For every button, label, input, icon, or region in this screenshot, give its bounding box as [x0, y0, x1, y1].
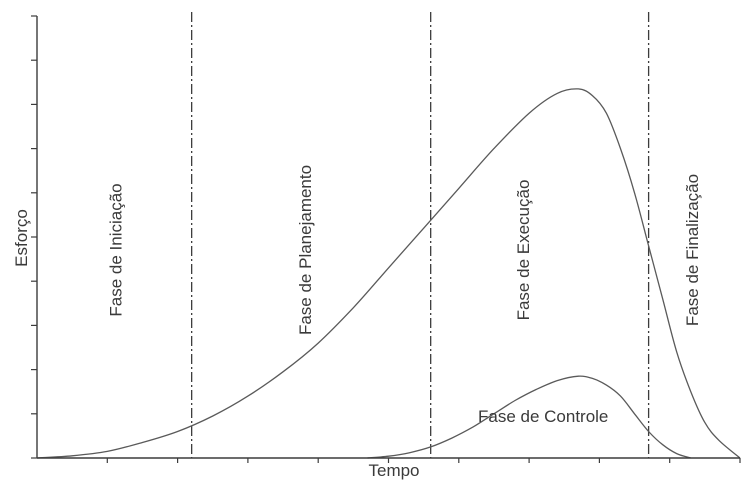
- series-label-controle: Fase de Controle: [478, 407, 608, 426]
- y-axis-label: Esforço: [12, 209, 31, 267]
- phase-label: Fase de Execução: [514, 180, 533, 321]
- effort-curve: [37, 89, 740, 458]
- curves-group: [37, 89, 740, 458]
- x-axis-ticks: [107, 458, 740, 463]
- phase-label: Fase de Finalização: [683, 174, 702, 326]
- x-axis-label: Tempo: [368, 461, 419, 480]
- axes-group: [37, 16, 740, 458]
- phase-label: Fase de Planejamento: [296, 165, 315, 335]
- phase-label: Fase de Iniciação: [106, 183, 125, 316]
- phase-dividers: [192, 12, 649, 458]
- y-axis-ticks: [31, 16, 37, 458]
